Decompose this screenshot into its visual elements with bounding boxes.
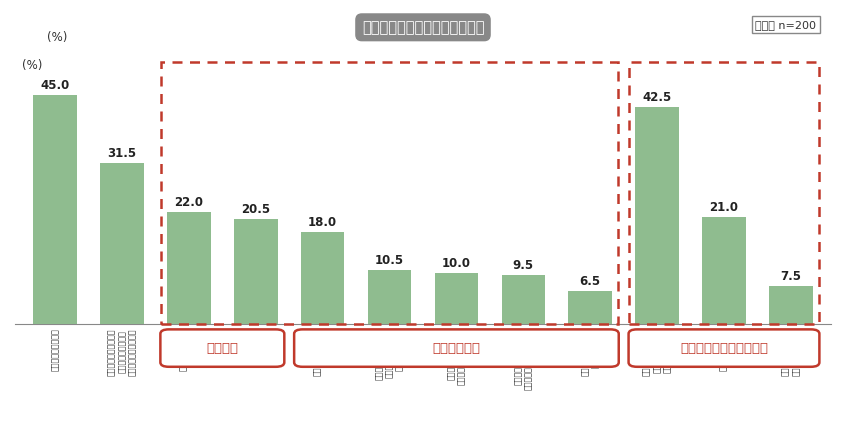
Bar: [635, 107, 678, 324]
Text: (%): (%): [22, 59, 42, 72]
Text: コミュニケーション支援: コミュニケーション支援: [680, 341, 768, 355]
Text: 9.5: 9.5: [513, 260, 534, 272]
Bar: [502, 275, 545, 324]
Bar: [435, 273, 478, 324]
Bar: [769, 286, 813, 324]
Text: 研修実施: 研修実施: [206, 341, 239, 355]
Text: 10.5: 10.5: [375, 254, 404, 268]
Text: 22.0: 22.0: [174, 196, 203, 209]
Text: 31.5: 31.5: [107, 147, 136, 160]
Text: 6.5: 6.5: [580, 275, 601, 288]
Bar: [368, 271, 411, 324]
Bar: [101, 163, 144, 324]
Bar: [168, 212, 211, 324]
Bar: [33, 95, 77, 324]
Bar: [301, 232, 344, 324]
Bar: [702, 217, 745, 324]
Text: 10.0: 10.0: [442, 257, 471, 270]
Text: 45.0: 45.0: [41, 79, 69, 92]
Text: 7.5: 7.5: [780, 270, 801, 282]
Text: 社会人 n=200: 社会人 n=200: [755, 20, 816, 30]
Text: 21.0: 21.0: [710, 201, 739, 214]
Text: 42.5: 42.5: [642, 92, 672, 104]
Bar: [234, 220, 277, 324]
Text: 企業の入社後のサポート・配慮: 企業の入社後のサポート・配慮: [362, 20, 484, 35]
Text: 18.0: 18.0: [308, 216, 338, 229]
Text: 20.5: 20.5: [241, 203, 271, 216]
Bar: [569, 291, 612, 324]
Text: (%): (%): [47, 31, 67, 44]
Text: 言語サポート: 言語サポート: [432, 341, 481, 355]
